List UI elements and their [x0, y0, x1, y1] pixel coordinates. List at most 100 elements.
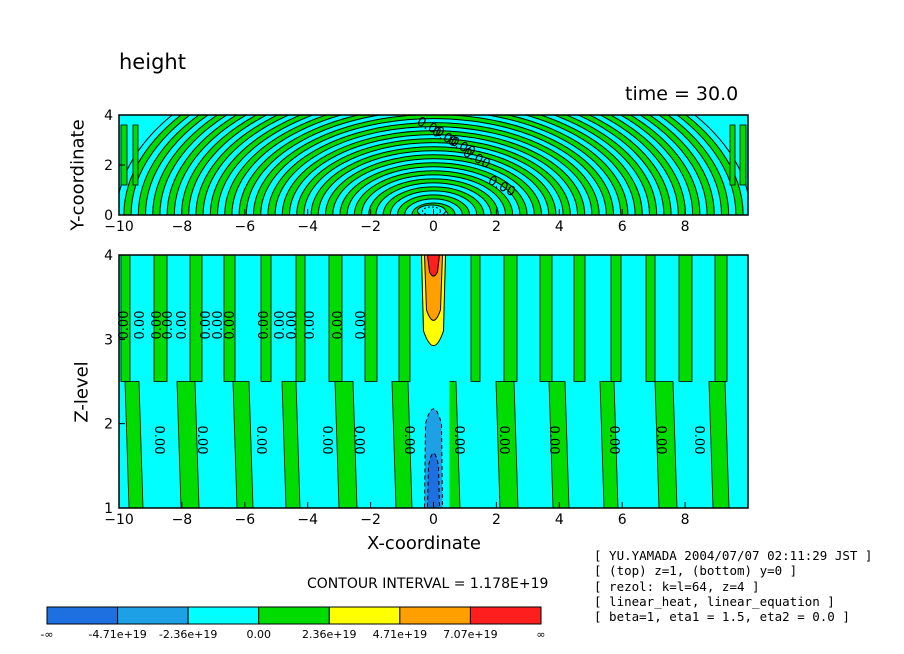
bottom-y-tick-label: 1: [104, 501, 113, 517]
colorbar-label: 2.36e+19: [302, 628, 356, 641]
bottom-stripe-lower: [176, 381, 200, 508]
bottom-panel: [119, 255, 748, 508]
x-tick-label: −2: [360, 219, 381, 235]
bottom-contour-label-upper: 0.00: [117, 311, 132, 340]
bottom-stripe-upper: [610, 255, 622, 382]
bottom-contour-label-upper: 0.00: [161, 311, 176, 340]
top-y-tick-label: 4: [104, 108, 113, 124]
x-tick-label: 6: [618, 219, 627, 235]
info-line: [ rezol: k=l=64, z=4 ]: [594, 578, 760, 594]
x-tick-label: 2: [492, 512, 501, 528]
bottom-contour-label-lower: 0.00: [653, 426, 668, 455]
x-tick-label: 6: [618, 512, 627, 528]
bottom-contour-label-upper: 0.00: [223, 311, 238, 340]
bottom-stripe-lower: [548, 381, 570, 508]
colorbar-label: -∞: [40, 628, 53, 641]
positive-anomaly-red: [426, 255, 441, 277]
colorbar-label: 4.71e+19: [373, 628, 427, 641]
bottom-contour-label-lower: 0.00: [691, 426, 706, 455]
bottom-stripe-upper: [645, 255, 656, 382]
bottom-contour-label-upper: 0.00: [257, 311, 272, 340]
bottom-contour-label-lower: 0.00: [546, 426, 561, 455]
bottom-stripe-lower: [124, 381, 144, 508]
bottom-stripe-upper: [260, 255, 272, 382]
colorbar-segment: [469, 606, 542, 625]
x-tick-label: −6: [234, 512, 255, 528]
bottom-stripe-lower: [334, 381, 358, 508]
bottom-contour-label-lower: 0.00: [496, 426, 511, 455]
colorbar-segment: [46, 606, 119, 625]
colorbar-segment: [258, 606, 330, 625]
colorbar-label: -2.36e+19: [159, 628, 217, 641]
x-tick-label: −2: [360, 512, 381, 528]
bottom-stripe-upper: [573, 255, 586, 382]
bottom-stripe-upper: [398, 255, 411, 382]
bottom-contour-label-lower: 0.00: [194, 426, 209, 455]
bottom-contour-label-upper: 0.00: [273, 311, 288, 340]
top-y-tick-label: 2: [104, 158, 113, 174]
bottom-stripe-lower: [495, 381, 519, 508]
bottom-stripe-upper: [295, 255, 306, 382]
x-tick-label: −4: [297, 512, 318, 528]
x-tick-label: −10: [104, 512, 134, 528]
bottom-contour-label-upper: 0.00: [303, 311, 318, 340]
bottom-y-tick-label: 2: [104, 417, 113, 433]
time-label: time = 30.0: [625, 83, 739, 105]
colorbar-label: -4.71e+19: [88, 628, 146, 641]
top-center-blob: [417, 204, 446, 215]
x-tick-label: 0: [429, 512, 438, 528]
bottom-stripe-upper: [223, 255, 236, 382]
colorbar-label: ∞: [536, 628, 545, 641]
colorbar-segment: [399, 606, 471, 625]
colorbar-label: 0.00: [246, 628, 271, 641]
bottom-stripe-lower: [232, 381, 254, 508]
colorbar-label: 7.07e+19: [443, 628, 497, 641]
bottom-contour-label-upper: 0.00: [150, 311, 165, 340]
x-tick-label: −6: [234, 219, 255, 235]
info-block: [ YU.YAMADA 2004/07/07 02:11:29 JST ] [ …: [594, 548, 872, 624]
bottom-contour-label-upper: 0.00: [175, 311, 190, 340]
bottom-stripe-lower: [281, 381, 301, 508]
bottom-stripe-upper: [470, 255, 481, 382]
x-tick-label: −10: [104, 219, 134, 235]
bottom-stripe-upper: [678, 255, 693, 382]
top-edge-stripe: [729, 124, 736, 186]
bottom-contour-label-upper: 0.00: [133, 311, 148, 340]
x-tick-label: 4: [555, 219, 564, 235]
bottom-contour-label-upper: 0.00: [211, 311, 226, 340]
bottom-stripe-lower: [391, 381, 413, 508]
top-center-dashed: [422, 206, 441, 215]
bottom-stripe-upper: [189, 255, 203, 382]
x-tick-label: 0: [429, 219, 438, 235]
colorbar-segment: [328, 606, 401, 625]
x-axis-label: X-coordinate: [367, 533, 481, 554]
negative-anomaly-dark: [426, 452, 441, 508]
x-tick-label: −4: [297, 219, 318, 235]
info-line: [ (top) z=1, (bottom) y=0 ]: [594, 563, 798, 579]
bottom-contour-label-upper: 0.00: [354, 311, 369, 340]
x-tick-label: 2: [492, 219, 501, 235]
top-edge-stripe: [120, 124, 128, 186]
colorbar-segment: [187, 606, 260, 625]
bottom-contour-label-lower: 0.00: [451, 426, 466, 455]
bottom-y-tick-label: 4: [104, 248, 113, 264]
x-tick-label: −8: [172, 512, 193, 528]
bottom-contour-label-lower: 0.00: [351, 426, 366, 455]
x-tick-label: 8: [681, 512, 690, 528]
bottom-contour-label-lower: 0.00: [253, 426, 268, 455]
top-panel: [119, 115, 748, 215]
bottom-contour-label-upper: 0.00: [199, 311, 214, 340]
colorbar-segment: [117, 606, 189, 625]
info-line: [ beta=1, eta1 = 1.5, eta2 = 0.0 ]: [594, 609, 850, 625]
bottom-stripe-lower: [708, 381, 730, 508]
info-line: [ linear_heat, linear_equation ]: [594, 593, 835, 609]
top-edge-stripe: [739, 124, 747, 186]
bottom-stripe-lower: [654, 381, 678, 508]
x-tick-label: −8: [172, 219, 193, 235]
chart-title: height: [119, 50, 186, 74]
bottom-stripe-lower: [599, 381, 619, 508]
bottom-contour-label-lower: 0.00: [606, 426, 621, 455]
contour-interval-text: CONTOUR INTERVAL = 1.178E+19: [307, 576, 549, 592]
x-tick-label: 4: [555, 512, 564, 528]
